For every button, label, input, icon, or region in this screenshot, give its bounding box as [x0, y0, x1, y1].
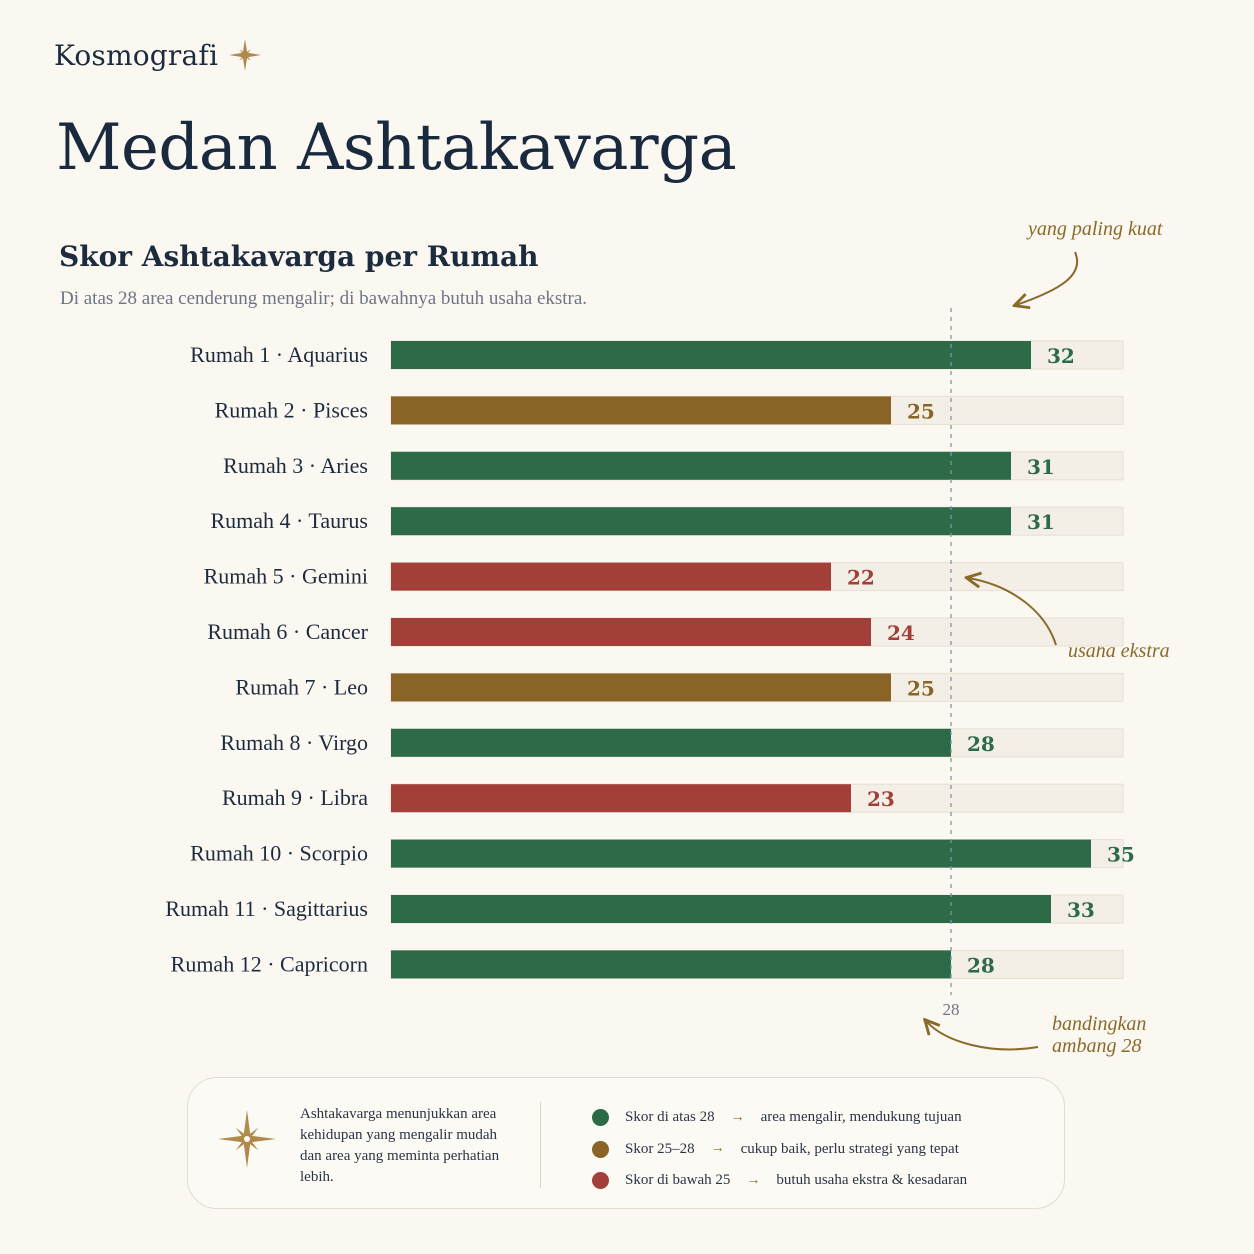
legend-dot-high	[592, 1109, 609, 1127]
legend-item-low: Skor di bawah 25 → butuh usaha ekstra & …	[592, 1165, 967, 1197]
category-label: Rumah 4 · Taurus	[210, 508, 368, 533]
legend-divider	[540, 1102, 541, 1188]
category-label: Rumah 7 · Leo	[235, 674, 368, 699]
bar	[391, 396, 891, 425]
legend-meaning-mid: cukup baik, perlu strategi yang tepat	[740, 1140, 959, 1157]
bar	[391, 728, 951, 757]
compass-star-icon	[218, 1110, 276, 1168]
category-label: Rumah 11 · Sagittarius	[165, 896, 368, 921]
value-label: 28	[967, 953, 995, 977]
category-label: Rumah 6 · Cancer	[207, 619, 368, 644]
chart-title: Skor Ashtakavarga per Rumah	[59, 240, 539, 273]
chart-subtitle: Di atas 28 area cenderung mengalir; di b…	[60, 288, 588, 309]
category-label: Rumah 9 · Libra	[222, 785, 368, 810]
bar	[391, 618, 871, 646]
brand: Kosmografi	[54, 38, 262, 72]
legend-item-high: Skor di atas 28 → area mengalir, menduku…	[592, 1102, 967, 1134]
bar	[391, 673, 891, 702]
legend-label-mid: Skor 25–28	[625, 1140, 695, 1157]
value-label: 31	[1027, 455, 1055, 479]
annotation-compare-line-2: ambang 28	[1052, 1035, 1142, 1057]
value-label: 33	[1067, 898, 1095, 922]
value-label: 25	[907, 676, 935, 700]
bar	[391, 451, 1011, 480]
compass-star-icon	[229, 39, 262, 71]
bar	[391, 839, 1091, 868]
annotation-arrow-needs-effort	[968, 578, 1057, 646]
annotation-strongest: yang paling kuat	[1028, 218, 1163, 240]
legend-meaning-low: butuh usaha ekstra & kesadaran	[776, 1172, 968, 1189]
legend-label-low: Skor di bawah 25	[625, 1172, 731, 1189]
legend-dot-low	[592, 1172, 609, 1190]
value-label: 25	[907, 399, 935, 423]
annotation-compare-line-1: bandingkan	[1052, 1013, 1147, 1035]
value-label: 35	[1107, 843, 1135, 867]
category-label: Rumah 2 · Pisces	[215, 397, 368, 422]
category-label: Rumah 12 · Capricorn	[171, 951, 368, 976]
arrow-right-icon: →	[710, 1141, 725, 1157]
value-label: 22	[847, 566, 875, 590]
legend-box: Ashtakavarga menunjukkan area kehidupan …	[187, 1077, 1065, 1209]
value-label: 24	[887, 621, 915, 645]
legend-meaning-high: area mengalir, mendukung tujuan	[760, 1109, 962, 1126]
annotation-arrow-strongest	[1016, 251, 1079, 305]
legend-label-high: Skor di atas 28	[625, 1109, 715, 1126]
value-label: 31	[1027, 510, 1055, 534]
legend-items: Skor di atas 28 → area mengalir, menduku…	[592, 1102, 967, 1197]
annotation-arrow-compare	[926, 1021, 1039, 1051]
bar	[391, 784, 851, 813]
arrow-right-icon: →	[746, 1172, 761, 1188]
bar	[391, 341, 1031, 369]
legend-dot-mid	[592, 1140, 609, 1158]
threshold-label: 28	[943, 1000, 960, 1019]
value-label: 32	[1047, 344, 1075, 368]
annotation-compare: bandingkan ambang 28	[1052, 1013, 1146, 1057]
page-title: Medan Ashtakavarga	[56, 111, 737, 185]
value-label: 28	[967, 732, 995, 756]
category-label: Rumah 8 · Virgo	[220, 730, 368, 755]
bar	[391, 950, 951, 979]
category-label: Rumah 1 · Aquarius	[190, 342, 368, 367]
arrow-right-icon: →	[730, 1109, 745, 1125]
category-label: Rumah 10 · Scorpio	[190, 841, 368, 866]
brand-name: Kosmografi	[54, 38, 219, 72]
category-label: Rumah 5 · Gemini	[204, 564, 368, 589]
bar	[391, 562, 831, 591]
legend-item-mid: Skor 25–28 → cukup baik, perlu strategi …	[592, 1134, 967, 1166]
category-label: Rumah 3 · Aries	[223, 453, 368, 478]
bar	[391, 507, 1011, 536]
bar	[391, 895, 1051, 923]
value-label: 23	[867, 787, 895, 811]
legend-description: Ashtakavarga menunjukkan area kehidupan …	[300, 1106, 500, 1185]
